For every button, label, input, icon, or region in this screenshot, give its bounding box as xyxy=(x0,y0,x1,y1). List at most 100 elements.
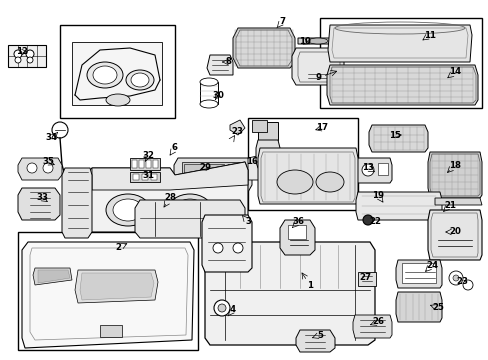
Polygon shape xyxy=(326,65,477,105)
Bar xyxy=(183,164,224,186)
Bar xyxy=(357,272,375,286)
Bar xyxy=(200,82,218,104)
Text: 13: 13 xyxy=(361,163,373,172)
Ellipse shape xyxy=(93,66,117,84)
Ellipse shape xyxy=(307,38,327,44)
Polygon shape xyxy=(395,292,441,322)
Bar xyxy=(130,172,160,182)
Polygon shape xyxy=(18,188,60,220)
Circle shape xyxy=(52,122,68,138)
Polygon shape xyxy=(291,48,343,85)
Text: 36: 36 xyxy=(291,217,304,226)
Text: 25: 25 xyxy=(431,303,443,312)
Text: 6: 6 xyxy=(172,144,178,153)
Polygon shape xyxy=(38,270,70,283)
Ellipse shape xyxy=(113,199,142,221)
Circle shape xyxy=(14,50,22,58)
Text: 23: 23 xyxy=(455,278,467,287)
Text: 27: 27 xyxy=(358,274,370,283)
Bar xyxy=(227,180,240,186)
Text: 12: 12 xyxy=(16,48,28,57)
Polygon shape xyxy=(280,220,314,255)
Circle shape xyxy=(218,304,225,312)
Text: 24: 24 xyxy=(425,261,437,270)
Circle shape xyxy=(448,271,462,285)
Text: 31: 31 xyxy=(142,171,154,180)
Text: 28: 28 xyxy=(163,194,176,202)
Text: 7: 7 xyxy=(278,18,285,27)
Bar xyxy=(151,174,157,180)
Bar xyxy=(401,263,435,283)
Text: 32: 32 xyxy=(142,150,154,159)
Text: 23: 23 xyxy=(230,127,243,136)
Text: 17: 17 xyxy=(315,123,327,132)
Ellipse shape xyxy=(106,94,130,106)
Polygon shape xyxy=(256,140,280,168)
Polygon shape xyxy=(258,148,357,204)
Circle shape xyxy=(361,164,373,176)
Polygon shape xyxy=(355,158,391,183)
Text: 4: 4 xyxy=(229,306,236,315)
Polygon shape xyxy=(232,28,294,68)
Ellipse shape xyxy=(315,172,343,192)
Polygon shape xyxy=(297,38,339,44)
Bar xyxy=(258,122,278,140)
Ellipse shape xyxy=(168,194,212,226)
Bar xyxy=(377,163,387,175)
Text: 22: 22 xyxy=(368,217,380,226)
Bar xyxy=(153,160,158,168)
Text: 2: 2 xyxy=(115,243,121,252)
Bar xyxy=(251,120,266,132)
Text: 1: 1 xyxy=(306,280,312,289)
Text: 21: 21 xyxy=(443,201,455,210)
Polygon shape xyxy=(174,158,251,192)
Bar xyxy=(146,160,151,168)
Text: 35: 35 xyxy=(42,158,54,166)
Text: 8: 8 xyxy=(224,58,230,67)
Circle shape xyxy=(15,57,21,63)
Polygon shape xyxy=(427,152,481,198)
Polygon shape xyxy=(135,200,244,238)
Polygon shape xyxy=(352,315,391,338)
Bar xyxy=(60,25,175,118)
Circle shape xyxy=(232,243,243,253)
Circle shape xyxy=(452,275,458,281)
Ellipse shape xyxy=(200,78,218,86)
Text: 18: 18 xyxy=(448,161,460,170)
Text: 14: 14 xyxy=(448,68,460,77)
Circle shape xyxy=(27,57,33,63)
Bar xyxy=(227,172,240,178)
Polygon shape xyxy=(204,242,374,345)
Polygon shape xyxy=(18,158,62,180)
Text: 33: 33 xyxy=(36,194,48,202)
Text: 5: 5 xyxy=(316,330,322,339)
Bar xyxy=(247,118,357,210)
Ellipse shape xyxy=(126,70,154,90)
Ellipse shape xyxy=(200,100,218,108)
Bar xyxy=(130,158,160,170)
Text: 30: 30 xyxy=(212,90,224,99)
Polygon shape xyxy=(327,25,471,62)
Polygon shape xyxy=(395,260,441,288)
Circle shape xyxy=(27,163,37,173)
Polygon shape xyxy=(92,162,247,190)
Circle shape xyxy=(213,243,223,253)
Bar xyxy=(287,225,305,239)
Text: 3: 3 xyxy=(244,217,250,226)
Polygon shape xyxy=(247,155,264,180)
Text: 16: 16 xyxy=(245,158,258,166)
Circle shape xyxy=(362,215,372,225)
Ellipse shape xyxy=(175,199,204,221)
Ellipse shape xyxy=(87,62,123,88)
Polygon shape xyxy=(22,242,194,348)
Text: 11: 11 xyxy=(423,31,435,40)
Polygon shape xyxy=(229,120,244,135)
Circle shape xyxy=(43,163,53,173)
Bar xyxy=(100,325,122,337)
Bar xyxy=(132,160,137,168)
Bar xyxy=(139,160,143,168)
Polygon shape xyxy=(427,210,481,260)
Polygon shape xyxy=(368,125,427,152)
Text: 9: 9 xyxy=(314,73,320,82)
Polygon shape xyxy=(202,215,251,272)
